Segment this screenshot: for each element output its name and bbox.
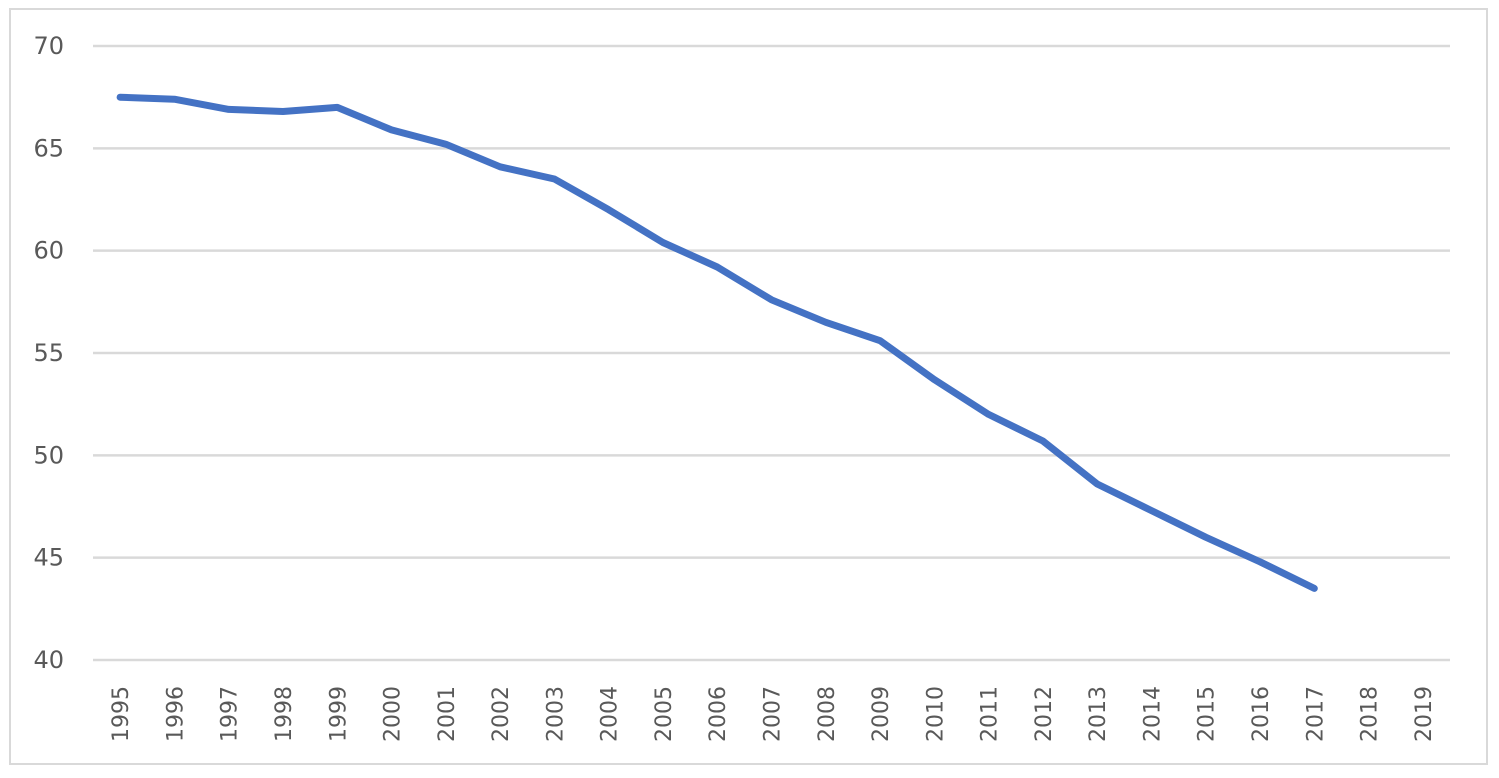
x-tick-label: 1997 xyxy=(218,686,243,742)
x-tick-label: 2014 xyxy=(1140,686,1165,742)
x-tick-label: 2016 xyxy=(1249,686,1274,742)
gridlines xyxy=(93,44,1450,662)
chart-frame xyxy=(9,8,1488,765)
y-tick-label: 55 xyxy=(33,339,64,367)
x-axis-tick-labels: 1995 1996 1997 1998 1999 2000 2001 2002 2003 2004… xyxy=(109,686,1437,742)
x-tick-label: 2005 xyxy=(652,686,677,742)
x-tick-label: 2006 xyxy=(706,686,731,742)
x-tick-label: 2013 xyxy=(1086,686,1111,742)
x-tick-label: 2000 xyxy=(381,686,406,742)
x-tick-label: 2004 xyxy=(598,686,623,742)
x-tick-label: 1995 xyxy=(109,686,134,742)
y-tick-label: 45 xyxy=(33,544,64,572)
x-tick-label: 2012 xyxy=(1032,686,1057,742)
x-tick-label: 2007 xyxy=(761,686,786,742)
y-tick-label: 60 xyxy=(33,237,64,265)
x-tick-label: 2011 xyxy=(978,686,1003,742)
y-axis-tick-labels: 40 45 50 55 60 65 70 xyxy=(33,32,64,674)
x-tick-label: 1999 xyxy=(326,686,351,742)
y-tick-label: 40 xyxy=(33,646,64,674)
y-tick-label: 50 xyxy=(33,441,64,469)
x-tick-label: 2003 xyxy=(543,686,568,742)
x-tick-label: 1996 xyxy=(163,686,188,742)
x-tick-label: 2018 xyxy=(1358,686,1383,742)
x-tick-label: 2010 xyxy=(923,686,948,742)
x-tick-label: 2015 xyxy=(1195,686,1220,742)
x-tick-label: 2002 xyxy=(489,686,514,742)
y-tick-label: 70 xyxy=(33,32,64,60)
y-tick-label: 65 xyxy=(33,134,64,162)
x-tick-label: 1998 xyxy=(272,686,297,742)
series-line xyxy=(116,93,1318,592)
x-tick-label: 2017 xyxy=(1303,686,1328,742)
x-tick-label: 2008 xyxy=(815,686,840,742)
series-group xyxy=(116,93,1318,592)
x-tick-label: 2019 xyxy=(1412,686,1437,742)
x-tick-label: 2009 xyxy=(869,686,894,742)
x-tick-label: 2001 xyxy=(435,686,460,742)
